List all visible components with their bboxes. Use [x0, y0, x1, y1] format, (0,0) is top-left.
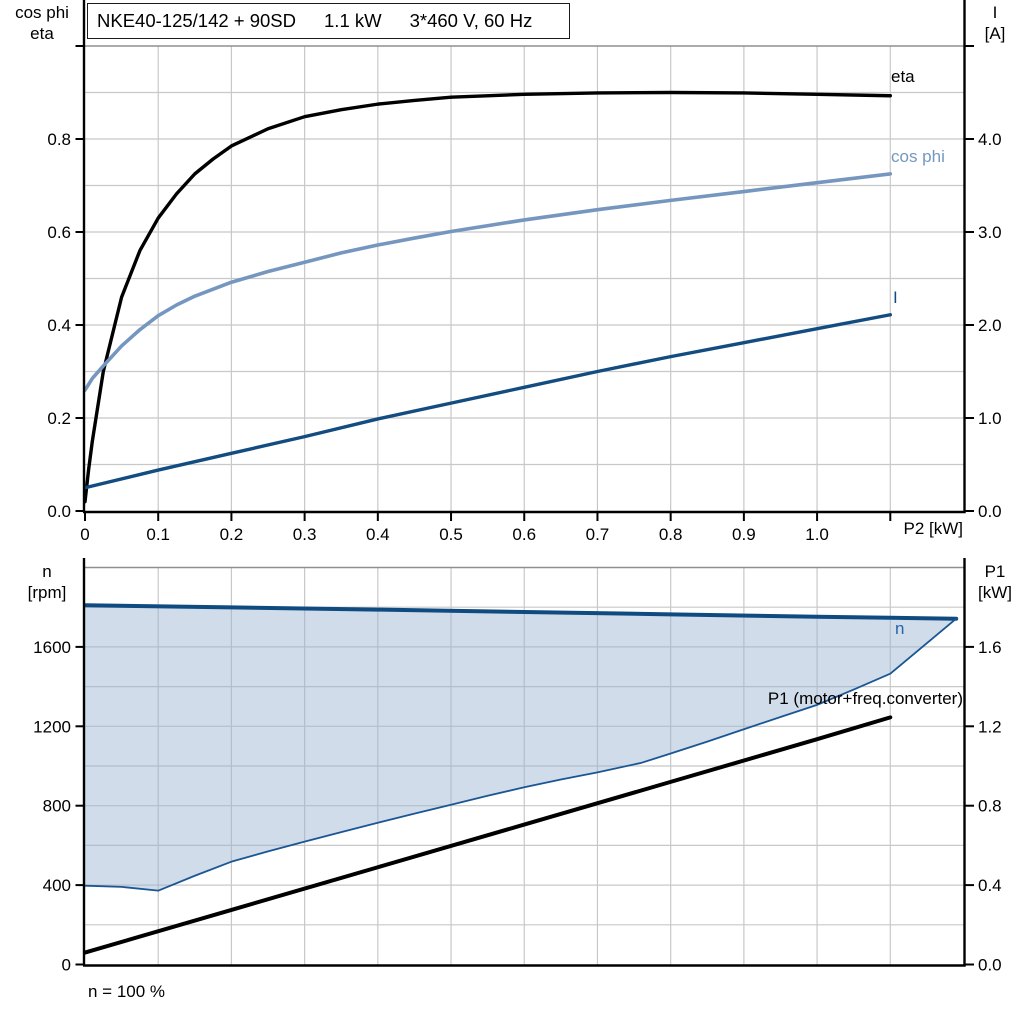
curve-i	[83, 313, 892, 490]
tick-label: 0.4	[978, 876, 1002, 895]
eta-axis-label: eta	[30, 24, 54, 43]
pump-model-label: NKE40-125/142 + 90SD	[97, 10, 297, 31]
tick-label: 1.0	[805, 525, 829, 544]
p1-axis-label: P1	[984, 562, 1006, 581]
eta-curve-label: eta	[891, 67, 915, 86]
tick-label: 0.0	[978, 956, 1002, 975]
curve-n-min	[84, 617, 958, 892]
tick-label: 0.6	[512, 525, 536, 544]
chart-title-box: NKE40-125/142 + 90SD 1.1 kW 3*460 V, 60 …	[87, 3, 570, 39]
tick-label: 0.0	[47, 502, 71, 521]
tick-label: 0.1	[146, 525, 170, 544]
tick-label: 0.2	[47, 409, 71, 428]
speed-curve-label: n	[895, 619, 905, 638]
tick-label: 0.6	[47, 223, 71, 242]
tick-label: 0.4	[47, 316, 71, 335]
tick-label: 0.9	[732, 525, 756, 544]
tick-label: 0.7	[586, 525, 610, 544]
speed-percent-annotation: n = 100 %	[88, 982, 166, 1001]
tick-label: 0.0	[978, 502, 1002, 521]
p1-curve-label: P1 (motor+freq.converter)	[767, 689, 963, 708]
tick-label: 0	[62, 956, 71, 975]
cos-phi-curve-label: cos phi	[891, 147, 945, 166]
tick-label: 1.0	[978, 409, 1002, 428]
curve-p1-motor-freq-converter-	[83, 715, 893, 955]
speed-axis-label: n	[42, 562, 52, 581]
tick-label: 0.3	[293, 525, 317, 544]
tick-label: 4.0	[978, 130, 1002, 149]
speed-range-area	[85, 605, 957, 891]
tick-label: 800	[43, 797, 71, 816]
x-axis-label: P2 [kW]	[903, 519, 963, 538]
current-axis-label: I	[992, 3, 998, 22]
current-unit-label: [A]	[984, 24, 1006, 43]
bottom-right-axis-header: P1 [kW]	[966, 561, 1024, 603]
curve-eta	[83, 90, 892, 504]
motor-power-label: 1.1 kW	[324, 10, 382, 31]
current-curve-label: I	[893, 288, 898, 307]
tick-label: 1200	[33, 717, 71, 736]
tick-label: 0	[80, 525, 89, 544]
tick-label: 0.4	[366, 525, 390, 544]
top-right-axis-header: I [A]	[966, 2, 1024, 44]
tick-label: 0.5	[439, 525, 463, 544]
tick-label: 400	[43, 876, 71, 895]
tick-label: 1600	[33, 638, 71, 657]
tick-label: 3.0	[978, 223, 1002, 242]
tick-label: 1.6	[978, 638, 1002, 657]
tick-label: 0.8	[47, 130, 71, 149]
tick-label: 0.8	[978, 797, 1002, 816]
supply-label: 3*460 V, 60 Hz	[409, 10, 533, 31]
speed-unit-label: [rpm]	[27, 583, 67, 602]
top-left-axis-header: cos phi eta	[0, 2, 84, 44]
tick-label: 1.2	[978, 717, 1002, 736]
p1-unit-label: [kW]	[978, 583, 1012, 602]
curve-n	[83, 603, 959, 621]
tick-label: 0.2	[220, 525, 244, 544]
bottom-left-axis-header: n [rpm]	[10, 561, 84, 603]
tick-label: 2.0	[978, 316, 1002, 335]
tick-label: 0.8	[659, 525, 683, 544]
cos-phi-axis-label: cos phi	[15, 3, 69, 22]
curve-cos-phi	[83, 172, 893, 392]
